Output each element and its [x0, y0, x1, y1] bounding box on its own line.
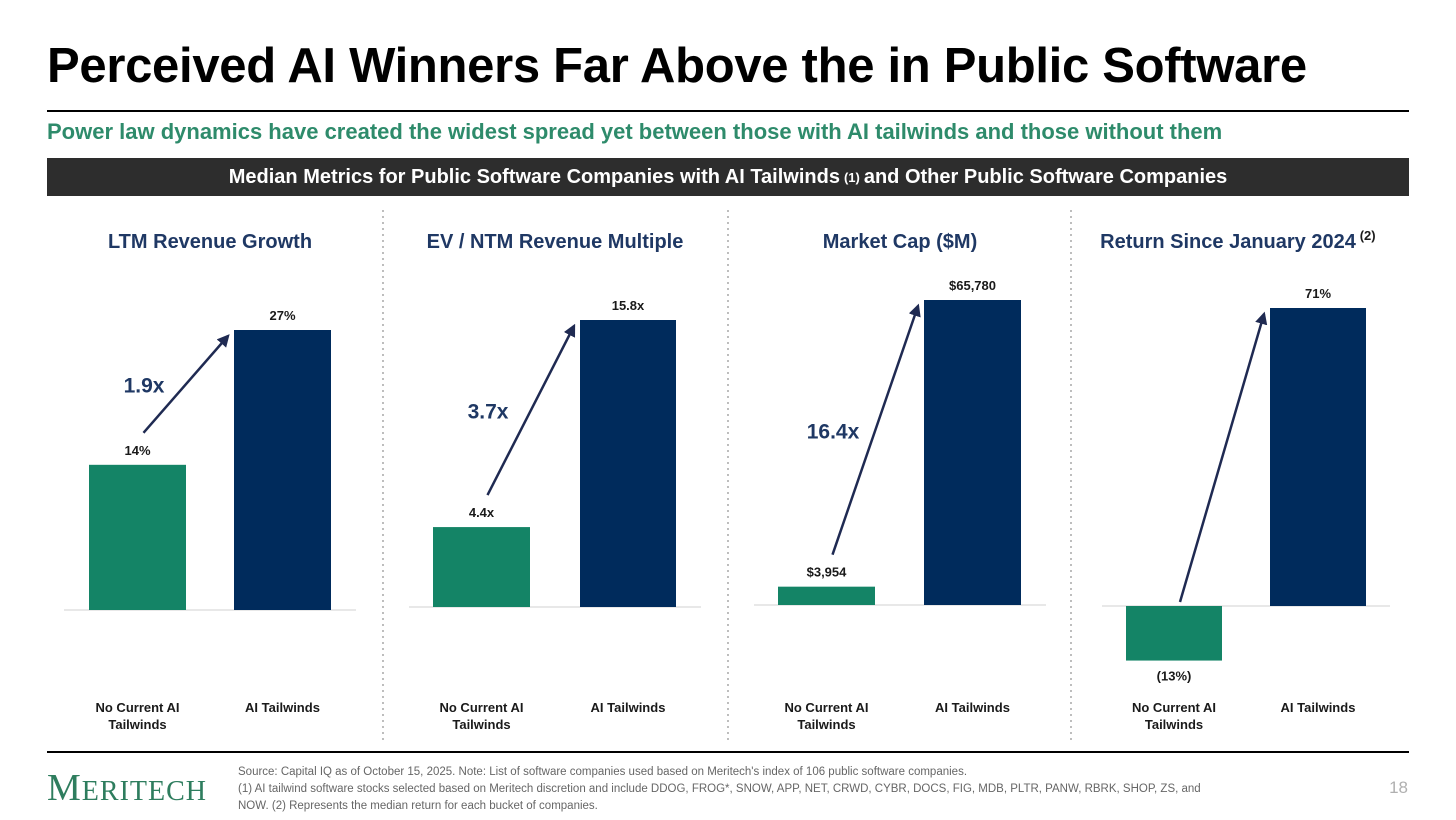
chart3-arrow: [831, 303, 921, 556]
chart3-label-no-ai: $3,954: [807, 565, 848, 580]
chart1-category-no-ai-line1: No Current AI: [95, 700, 179, 715]
chart4-arrow: [1178, 311, 1268, 603]
chart4-category-no-ai-line1: No Current AI: [1132, 700, 1216, 715]
chart1-bar-ai: [234, 330, 331, 610]
chart4-category-ai: AI Tailwinds: [1281, 700, 1356, 715]
page-title: Perceived AI Winners Far Above the in Pu…: [47, 39, 1307, 93]
chart2-label-no-ai: 4.4x: [469, 505, 495, 520]
chart3-category-no-ai-line2: Tailwinds: [797, 717, 855, 732]
chart2-category-no-ai-line2: Tailwinds: [452, 717, 510, 732]
page-subtitle: Power law dynamics have created the wide…: [47, 119, 1223, 144]
chart2-category-ai: AI Tailwinds: [591, 700, 666, 715]
chart3-title: Market Cap ($M): [823, 231, 977, 253]
chart1-label-no-ai: 14%: [124, 443, 150, 458]
chart2-title: EV / NTM Revenue Multiple: [427, 231, 684, 253]
chart2-label-ai: 15.8x: [612, 298, 645, 313]
chart2-arrow: [486, 323, 576, 496]
chart2-category-no-ai-line1: No Current AI: [439, 700, 523, 715]
chart3-multiple: 16.4x: [807, 420, 860, 443]
chart1-multiple: 1.9x: [124, 374, 165, 397]
chart4-label-no-ai: (13%): [1157, 669, 1192, 684]
chart2-multiple: 3.7x: [468, 401, 509, 424]
chart4-title: Return Since January 2024: [1100, 231, 1357, 253]
chart4-bar-no-ai: [1126, 606, 1222, 661]
chart3-category-ai: AI Tailwinds: [935, 700, 1010, 715]
footer-divider: [47, 751, 1409, 753]
chart4-label-ai: 71%: [1305, 286, 1331, 301]
chart1-category-no-ai-line2: Tailwinds: [108, 717, 166, 732]
chart4-bar-ai: [1270, 308, 1366, 606]
page-number: 18: [1389, 778, 1408, 797]
chart1-bar-no-ai: [89, 464, 186, 610]
title-divider: [47, 110, 1409, 112]
footnote-source: Source: Capital IQ as of October 15, 202…: [238, 766, 968, 778]
banner-text-after: and Other Public Software Companies: [863, 165, 1228, 188]
chart4-title-footnote: (2): [1360, 228, 1376, 243]
chart1-title: LTM Revenue Growth: [108, 231, 312, 253]
chart1-category-ai: AI Tailwinds: [245, 700, 320, 715]
chart3-label-ai: $65,780: [949, 278, 996, 293]
banner-footnote-marker: (1): [843, 169, 860, 185]
chart1-arrow: [142, 334, 230, 434]
footnote-2: NOW. (2) Represents the median return fo…: [238, 800, 598, 812]
chart3-bar-no-ai: [778, 586, 875, 605]
footnotes: Source: Capital IQ as of October 15, 202…: [238, 764, 1278, 815]
chart4-category-no-ai-line2: Tailwinds: [1145, 717, 1203, 732]
meritech-logo: MERITECH: [47, 767, 208, 809]
footnote-1: (1) AI tailwind software stocks selected…: [238, 783, 1201, 795]
chart3-bar-ai: [924, 300, 1021, 605]
chart2-bar-no-ai: [433, 527, 530, 607]
banner-text-before: Median Metrics for Public Software Compa…: [228, 165, 840, 188]
chart3-category-no-ai-line1: No Current AI: [784, 700, 868, 715]
section-banner: Median Metrics for Public Software Compa…: [47, 158, 1409, 196]
chart2-bar-ai: [580, 320, 676, 607]
chart1-label-ai: 27%: [269, 308, 295, 323]
